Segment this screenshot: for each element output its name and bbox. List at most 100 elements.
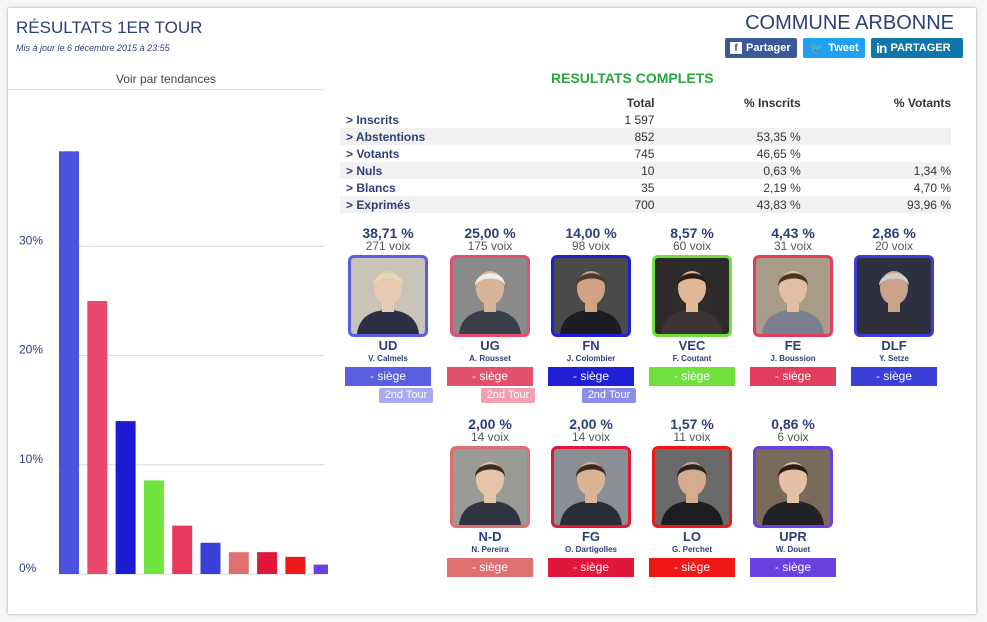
trend-divider (8, 89, 324, 90)
row-total: 745 (634, 146, 655, 161)
bar-dlf (200, 542, 221, 574)
candidate-party: DLF (881, 338, 907, 353)
portrait-icon (863, 271, 925, 334)
bar-fg (257, 552, 278, 574)
candidate-photo[interactable] (551, 446, 631, 528)
seat-button[interactable]: - siège (447, 367, 533, 386)
seat-button[interactable]: - siège (750, 367, 836, 386)
candidate-name: J. Colombier (566, 354, 616, 363)
seat-button[interactable]: - siège (750, 558, 836, 577)
row-pct-inscrits (654, 111, 800, 128)
candidate-party: FG (581, 529, 601, 544)
table-row[interactable]: > Nuls 10 0,63 % 1,34 % (340, 162, 951, 179)
candidate-card[interactable]: 2,00 % 14 voix N-D N. Pereira - siège (445, 417, 535, 577)
candidate-votes: 175 voix (467, 239, 513, 253)
table-row[interactable]: > Blancs 35 2,19 % 4,70 % (340, 179, 951, 196)
second-round-badge: 2nd Tour (379, 388, 433, 403)
row-pct-votants: 93,96 % (800, 196, 951, 213)
candidate-name: J. Boussion (770, 354, 816, 363)
second-round-badge: 2nd Tour (481, 388, 535, 403)
candidate-percentage: 14,00 % (565, 225, 617, 241)
commune-name: COMMUNE ARBONNE (745, 12, 954, 34)
row-label: > Inscrits (346, 112, 400, 127)
candidate-photo[interactable] (854, 255, 934, 337)
candidate-photo[interactable] (753, 446, 833, 528)
candidate-votes: 6 voix (777, 430, 809, 444)
linkedin-share-button[interactable]: in PARTAGER (871, 38, 963, 58)
candidate-percentage: 8,57 % (670, 225, 714, 241)
candidate-card[interactable]: 2,00 % 14 voix FG O. Dartigolles - siège (546, 417, 636, 577)
seat-button[interactable]: - siège (548, 558, 634, 577)
second-round-badge: 2nd Tour (582, 388, 636, 403)
linkedin-share-label: PARTAGER (890, 42, 951, 54)
candidate-card[interactable]: 4,43 % 31 voix FE J. Boussion - siège (748, 226, 838, 386)
candidate-photo[interactable] (450, 255, 530, 337)
candidate-party: UPR (779, 529, 807, 544)
table-row[interactable]: > Abstentions 852 53,35 % (340, 128, 951, 145)
header-label (340, 94, 515, 111)
seat-button[interactable]: - siège (649, 367, 735, 386)
row-label: > Abstentions (340, 128, 516, 145)
candidate-card[interactable]: 0,86 % 6 voix UPR W. Douet - siège (748, 417, 838, 577)
candidate-card[interactable]: 25,00 % 175 voix UG A. Rousset - siège 2nd To… (445, 226, 535, 403)
trend-bar-chart: 0% 10% 20% 30% (19, 151, 328, 575)
candidate-name: F. Coutant (672, 354, 712, 363)
bar-fe (172, 525, 193, 574)
candidate-votes: 98 voix (571, 239, 611, 253)
row-pct-inscrits: 43,83 % (654, 196, 801, 213)
portrait-icon (661, 271, 723, 334)
candidate-percentage: 1,57 % (670, 416, 714, 432)
candidate-percentage: 25,00 % (464, 225, 516, 241)
row-pct-votants: 1,34 % (800, 162, 951, 179)
portrait-icon (459, 271, 521, 334)
table-row[interactable]: > Inscrits 1 597 (340, 111, 951, 128)
candidate-name: Y. Setze (879, 354, 909, 363)
row-pct-votants (801, 111, 951, 128)
share-bar: f Partager 🐦 Tweet in PARTAGER (725, 38, 963, 58)
row-label: > Blancs (346, 180, 396, 195)
twitter-share-button[interactable]: 🐦 Tweet (803, 38, 865, 58)
row-pct-votants (800, 128, 951, 145)
candidate-card[interactable]: 1,57 % 11 voix LO G. Perchet - siège (647, 417, 737, 577)
candidate-name: G. Perchet (671, 545, 712, 554)
page-title: RÉSULTATS 1ER TOUR (16, 18, 203, 37)
seat-button[interactable]: - siège (851, 367, 937, 386)
seat-button[interactable]: - siège (548, 367, 634, 386)
seat-button[interactable]: - siège (447, 558, 533, 577)
linkedin-icon: in (876, 40, 887, 56)
candidate-card[interactable]: 2,86 % 20 voix DLF Y. Setze - siège (849, 226, 939, 386)
candidate-photo[interactable] (753, 255, 833, 337)
candidate-photo[interactable] (348, 255, 428, 337)
candidate-photo[interactable] (652, 255, 732, 337)
candidate-photo[interactable] (652, 446, 732, 528)
bar-vec (143, 480, 164, 574)
candidate-votes: 11 voix (673, 430, 711, 444)
candidate-party: LO (682, 529, 702, 544)
candidate-votes: 20 voix (874, 239, 914, 253)
candidate-name: A. Rousset (469, 354, 511, 363)
table-row[interactable]: > Exprimés 700 43,83 % 93,96 % (340, 196, 951, 213)
table-row[interactable]: > Votants 745 46,65 % (340, 145, 951, 162)
bar-n-d (228, 552, 249, 574)
row-label: > Nuls (340, 162, 516, 179)
candidate-party: UG (480, 338, 500, 353)
trend-toggle-link[interactable]: Voir par tendances (115, 72, 217, 86)
facebook-share-button[interactable]: f Partager (725, 38, 797, 58)
seat-button[interactable]: - siège (649, 558, 735, 577)
portrait-icon (560, 462, 622, 525)
candidate-photo[interactable] (551, 255, 631, 337)
candidate-photo[interactable] (450, 446, 530, 528)
row-total: 852 (515, 128, 655, 145)
header-pct-votants: % Votants (893, 95, 951, 110)
row-total: 35 (641, 180, 655, 195)
row-pct-inscrits: 53,35 % (654, 128, 801, 145)
bar-ug (87, 301, 108, 574)
candidate-votes: 14 voix (470, 430, 510, 444)
candidate-card[interactable]: 38,71 % 271 voix UD V. Calmels - siège 2nd To… (343, 226, 433, 403)
candidate-party: FE (784, 338, 802, 353)
results-table: Total % Inscrits % Votants > Inscrits 1 5… (340, 94, 951, 213)
candidate-card[interactable]: 14,00 % 98 voix FN J. Colombier - siège 2nd T… (546, 226, 636, 403)
candidate-card[interactable]: 8,57 % 60 voix VEC F. Coutant - siège (647, 226, 737, 386)
twitter-share-label: Tweet (828, 42, 859, 54)
seat-button[interactable]: - siège (345, 367, 431, 386)
